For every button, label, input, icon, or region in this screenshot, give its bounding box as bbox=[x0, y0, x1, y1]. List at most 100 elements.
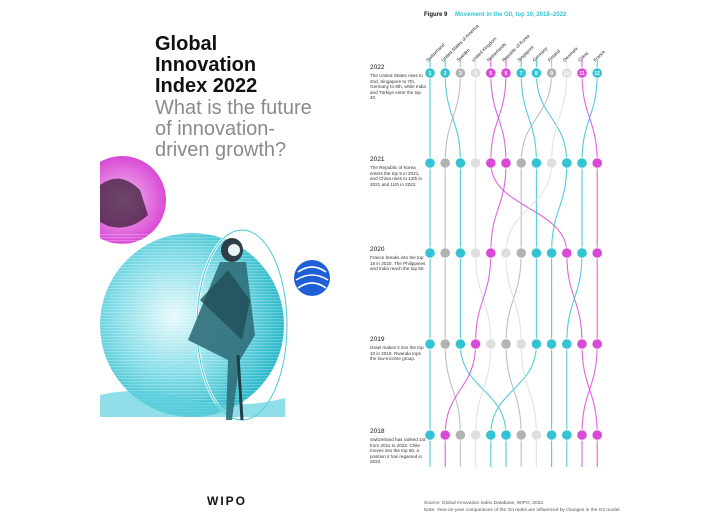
economy-label: China bbox=[577, 50, 589, 62]
cover-subtitle: What is the future of innovation- driven… bbox=[155, 98, 312, 161]
rank-marker bbox=[530, 157, 542, 169]
cover-title-line: Index 2022 bbox=[155, 75, 258, 97]
rank-marker bbox=[591, 338, 603, 350]
rank-marker bbox=[515, 67, 527, 79]
rank-marker bbox=[439, 338, 451, 350]
rank-marker bbox=[515, 247, 527, 259]
series-line bbox=[444, 59, 461, 467]
year-note-2022: 2022 The United States rises to 2nd, Sin… bbox=[370, 64, 426, 101]
rank-marker bbox=[424, 157, 436, 169]
figure-panel: Figure 9 Movement in the GII, top 10, 20… bbox=[368, 0, 723, 526]
rank-marker bbox=[439, 67, 451, 79]
rank-number-label: 4 bbox=[474, 71, 477, 77]
rank-number-label: 2 bbox=[444, 71, 447, 77]
rank-number-label: 1 bbox=[429, 71, 432, 77]
rank-number-label: 9 bbox=[550, 71, 553, 77]
rank-marker bbox=[485, 247, 497, 259]
rank-marker bbox=[515, 157, 527, 169]
rank-marker bbox=[424, 338, 436, 350]
figure-title: Movement in the GII, top 10, 2018–2022 bbox=[455, 12, 567, 18]
series-line bbox=[581, 59, 598, 467]
source-line: Source: Global Innovation Index Database… bbox=[424, 501, 545, 506]
rank-marker bbox=[424, 67, 436, 79]
rank-marker bbox=[500, 429, 512, 441]
year-note-text: Switzerland has ranked 1st from 2011 to … bbox=[370, 437, 426, 465]
rank-number-label: 6 bbox=[505, 71, 508, 77]
cover-subtitle-line: of innovation- bbox=[155, 118, 276, 140]
rank-marker bbox=[470, 157, 482, 169]
source-note: Source: Global Innovation Index Database… bbox=[424, 500, 621, 514]
rank-marker bbox=[530, 338, 542, 350]
rank-marker bbox=[500, 157, 512, 169]
economy-label: Denmark bbox=[562, 45, 579, 62]
rank-marker bbox=[500, 338, 512, 350]
rank-number-label: 8 bbox=[535, 71, 538, 77]
year-label: 2020 bbox=[370, 246, 385, 253]
rank-marker bbox=[546, 247, 558, 259]
cover-title: Global Innovation Index 2022 bbox=[155, 34, 257, 97]
rank-marker bbox=[424, 429, 436, 441]
rank-marker bbox=[561, 429, 573, 441]
rank-marker bbox=[591, 157, 603, 169]
year-note-text: France breaks into the top 15 in 2020. T… bbox=[370, 255, 426, 272]
economy-label: France bbox=[592, 49, 606, 63]
rank-marker bbox=[546, 338, 558, 350]
rank-marker bbox=[485, 67, 497, 79]
rank-marker bbox=[591, 247, 603, 259]
note-line: Note: Year-on-year comparisons of the GI… bbox=[424, 508, 621, 513]
figure-label: Figure 9 bbox=[424, 12, 448, 18]
year-note-2021: 2021 The Republic of Korea enters the to… bbox=[370, 156, 426, 187]
year-note-2020: 2020 France breaks into the top 15 in 20… bbox=[370, 246, 426, 272]
rank-marker bbox=[454, 157, 467, 169]
year-label: 2019 bbox=[370, 336, 385, 343]
rank-marker bbox=[485, 157, 497, 169]
rank-marker bbox=[470, 429, 482, 441]
year-label: 2022 bbox=[370, 64, 385, 71]
rank-marker bbox=[485, 338, 497, 350]
rank-marker bbox=[530, 67, 542, 79]
economy-label: United Kingdom bbox=[471, 36, 498, 63]
rank-marker bbox=[424, 247, 436, 259]
rank-marker bbox=[576, 429, 588, 441]
rank-marker bbox=[470, 247, 482, 259]
cover-subtitle-line: What is the future bbox=[155, 97, 312, 119]
rank-marker bbox=[591, 429, 603, 441]
rank-number-label: 12 bbox=[594, 71, 600, 77]
year-note-text: Israel makes it into the top 10 in 2019.… bbox=[370, 345, 424, 362]
rank-marker bbox=[454, 338, 467, 350]
rank-marker bbox=[530, 247, 542, 259]
rank-number-label: 11 bbox=[579, 71, 585, 77]
rank-marker bbox=[576, 157, 588, 169]
rank-marker bbox=[576, 338, 588, 350]
rank-marker bbox=[470, 338, 482, 350]
rank-marker bbox=[561, 338, 573, 350]
series-line bbox=[535, 59, 568, 467]
cover-illustration bbox=[100, 156, 330, 422]
year-note-text: The United States rises to 2nd, Singapor… bbox=[370, 73, 426, 101]
rank-marker bbox=[485, 429, 497, 441]
rank-marker bbox=[454, 247, 467, 259]
rank-marker bbox=[546, 67, 558, 79]
rank-marker bbox=[439, 157, 451, 169]
rank-marker bbox=[530, 429, 542, 441]
year-label: 2018 bbox=[370, 428, 385, 435]
rank-marker bbox=[454, 67, 467, 79]
cyan-portal-graphic bbox=[100, 228, 289, 422]
economy-label: Sweden bbox=[456, 47, 472, 63]
rank-number-label: 5 bbox=[489, 71, 492, 77]
rank-number-label: 3 bbox=[459, 71, 462, 77]
rank-marker bbox=[561, 247, 573, 259]
rank-marker bbox=[561, 67, 573, 79]
rank-number-label: 10 bbox=[564, 71, 570, 77]
rank-marker bbox=[561, 157, 573, 169]
economy-label: Finland bbox=[547, 48, 562, 63]
series-line bbox=[505, 59, 553, 467]
rank-marker bbox=[454, 429, 467, 441]
rank-marker bbox=[500, 247, 512, 259]
rank-marker bbox=[515, 338, 527, 350]
cover-title-line: Global bbox=[155, 33, 218, 55]
year-note-2018: 2018 Switzerland has ranked 1st from 201… bbox=[370, 428, 426, 465]
rank-marker bbox=[439, 247, 451, 259]
year-note-2019: 2019 Israel makes it into the top 10 in … bbox=[370, 336, 426, 362]
